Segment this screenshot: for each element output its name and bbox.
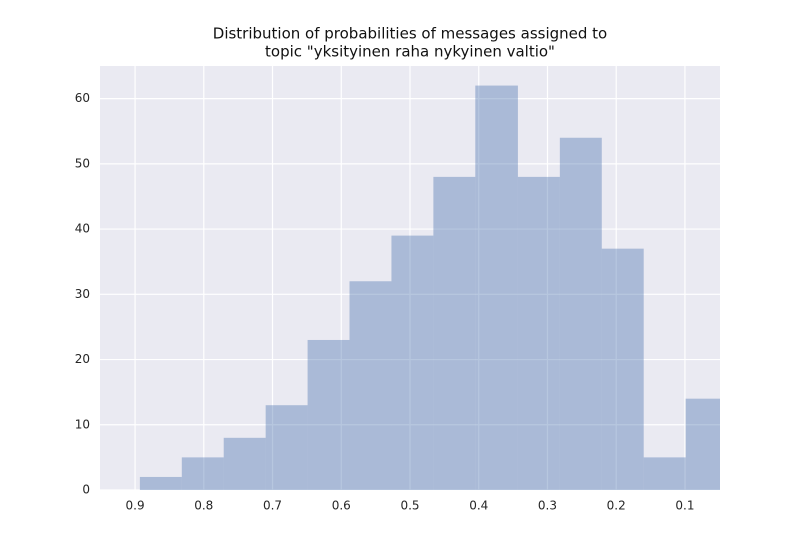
y-tick-label: 0 bbox=[82, 483, 90, 497]
x-tick-label: 0.1 bbox=[675, 499, 694, 513]
bars bbox=[139, 85, 720, 490]
x-tick-label: 0.2 bbox=[607, 499, 626, 513]
bar bbox=[181, 457, 224, 490]
y-tick-label: 40 bbox=[75, 222, 90, 236]
x-tick-label: 0.5 bbox=[400, 499, 419, 513]
bar bbox=[517, 176, 560, 490]
bar bbox=[349, 281, 392, 490]
y-tick-label: 60 bbox=[75, 91, 90, 105]
bar bbox=[643, 457, 686, 490]
y-tick-label: 10 bbox=[75, 417, 90, 431]
x-tick-label: 0.9 bbox=[126, 499, 145, 513]
bar bbox=[223, 437, 266, 490]
tick-labels: 0 10 20 30 40 50 60 0.9 0.8 0.7 0.6 0.5 0.4 0.3 0.2 0.1 bbox=[75, 91, 695, 512]
bar bbox=[433, 176, 476, 490]
x-tick-label: 0.7 bbox=[263, 499, 282, 513]
x-tick-label: 0.6 bbox=[332, 499, 351, 513]
bar bbox=[307, 339, 350, 490]
y-tick-label: 20 bbox=[75, 352, 90, 366]
x-tick-label: 0.3 bbox=[538, 499, 557, 513]
x-tick-label: 0.8 bbox=[194, 499, 213, 513]
bar bbox=[265, 405, 308, 490]
chart-title: topic "yksityinen raha nykyinen valtio" bbox=[265, 43, 555, 61]
bar bbox=[139, 476, 182, 490]
bar bbox=[559, 137, 602, 490]
chart-title: Distribution of probabilities of message… bbox=[213, 25, 607, 43]
bar bbox=[475, 85, 518, 490]
bar bbox=[391, 235, 434, 490]
x-tick-label: 0.4 bbox=[469, 499, 488, 513]
grid bbox=[100, 66, 720, 491]
y-tick-label: 30 bbox=[75, 287, 90, 301]
y-tick-label: 50 bbox=[75, 156, 90, 170]
bar bbox=[685, 398, 720, 490]
bar bbox=[601, 248, 644, 490]
